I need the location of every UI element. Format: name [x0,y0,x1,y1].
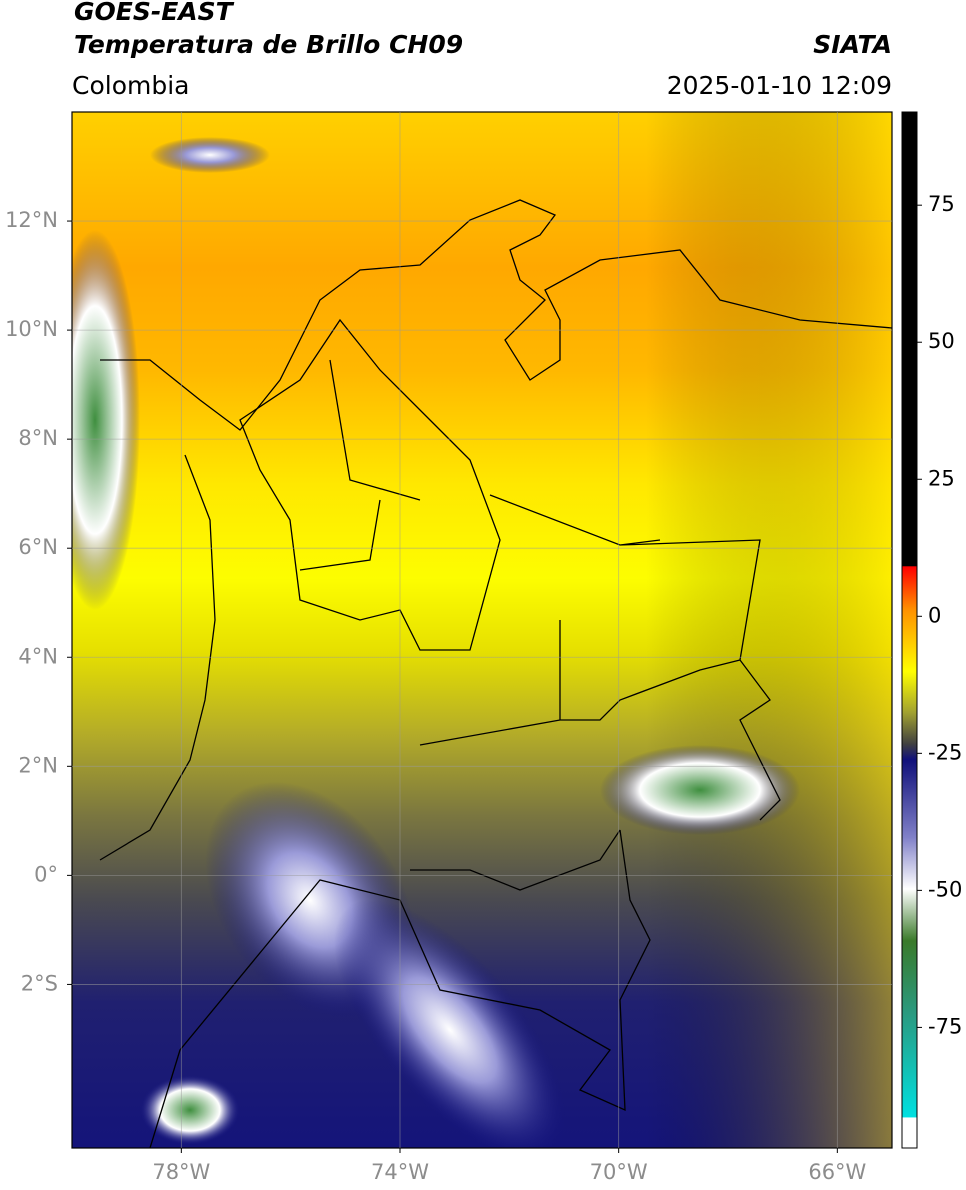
colorbar-tick-label: -25 [928,740,962,764]
y-tick-label: 8°N [18,426,58,450]
satellite-image [72,112,892,1148]
colorbar-tick-label: -75 [928,1014,962,1038]
colorbar [901,111,918,1149]
map-frame [71,111,893,1149]
colorbar-tick-label: 0 [928,603,941,627]
colorbar-tick-label: 25 [928,466,955,490]
x-tick-label: 78°W [152,1160,210,1184]
y-tick-label: 12°N [5,208,58,232]
subtitle: Temperatura de Brillo CH09 [74,30,463,59]
source: SIATA [813,30,892,59]
colorbar-tick-label: 75 [928,192,955,216]
y-tick-label: 10°N [5,317,58,341]
x-tick-label: 70°W [590,1160,648,1184]
title: GOES-EAST [74,0,235,26]
y-tick-label: 0° [34,862,58,886]
x-tick-label: 74°W [371,1160,429,1184]
colorbar-tick-label: 50 [928,329,955,353]
y-tick-label: 6°N [18,535,58,559]
y-tick-label: 4°N [18,644,58,668]
colorbar-tick-label: -50 [928,877,962,901]
y-tick-label: 2°N [18,753,58,777]
datetime: 2025-01-10 12:09 [667,71,892,100]
y-tick-label: 2°S [21,971,58,995]
region: Colombia [72,71,189,100]
x-tick-label: 66°W [808,1160,866,1184]
